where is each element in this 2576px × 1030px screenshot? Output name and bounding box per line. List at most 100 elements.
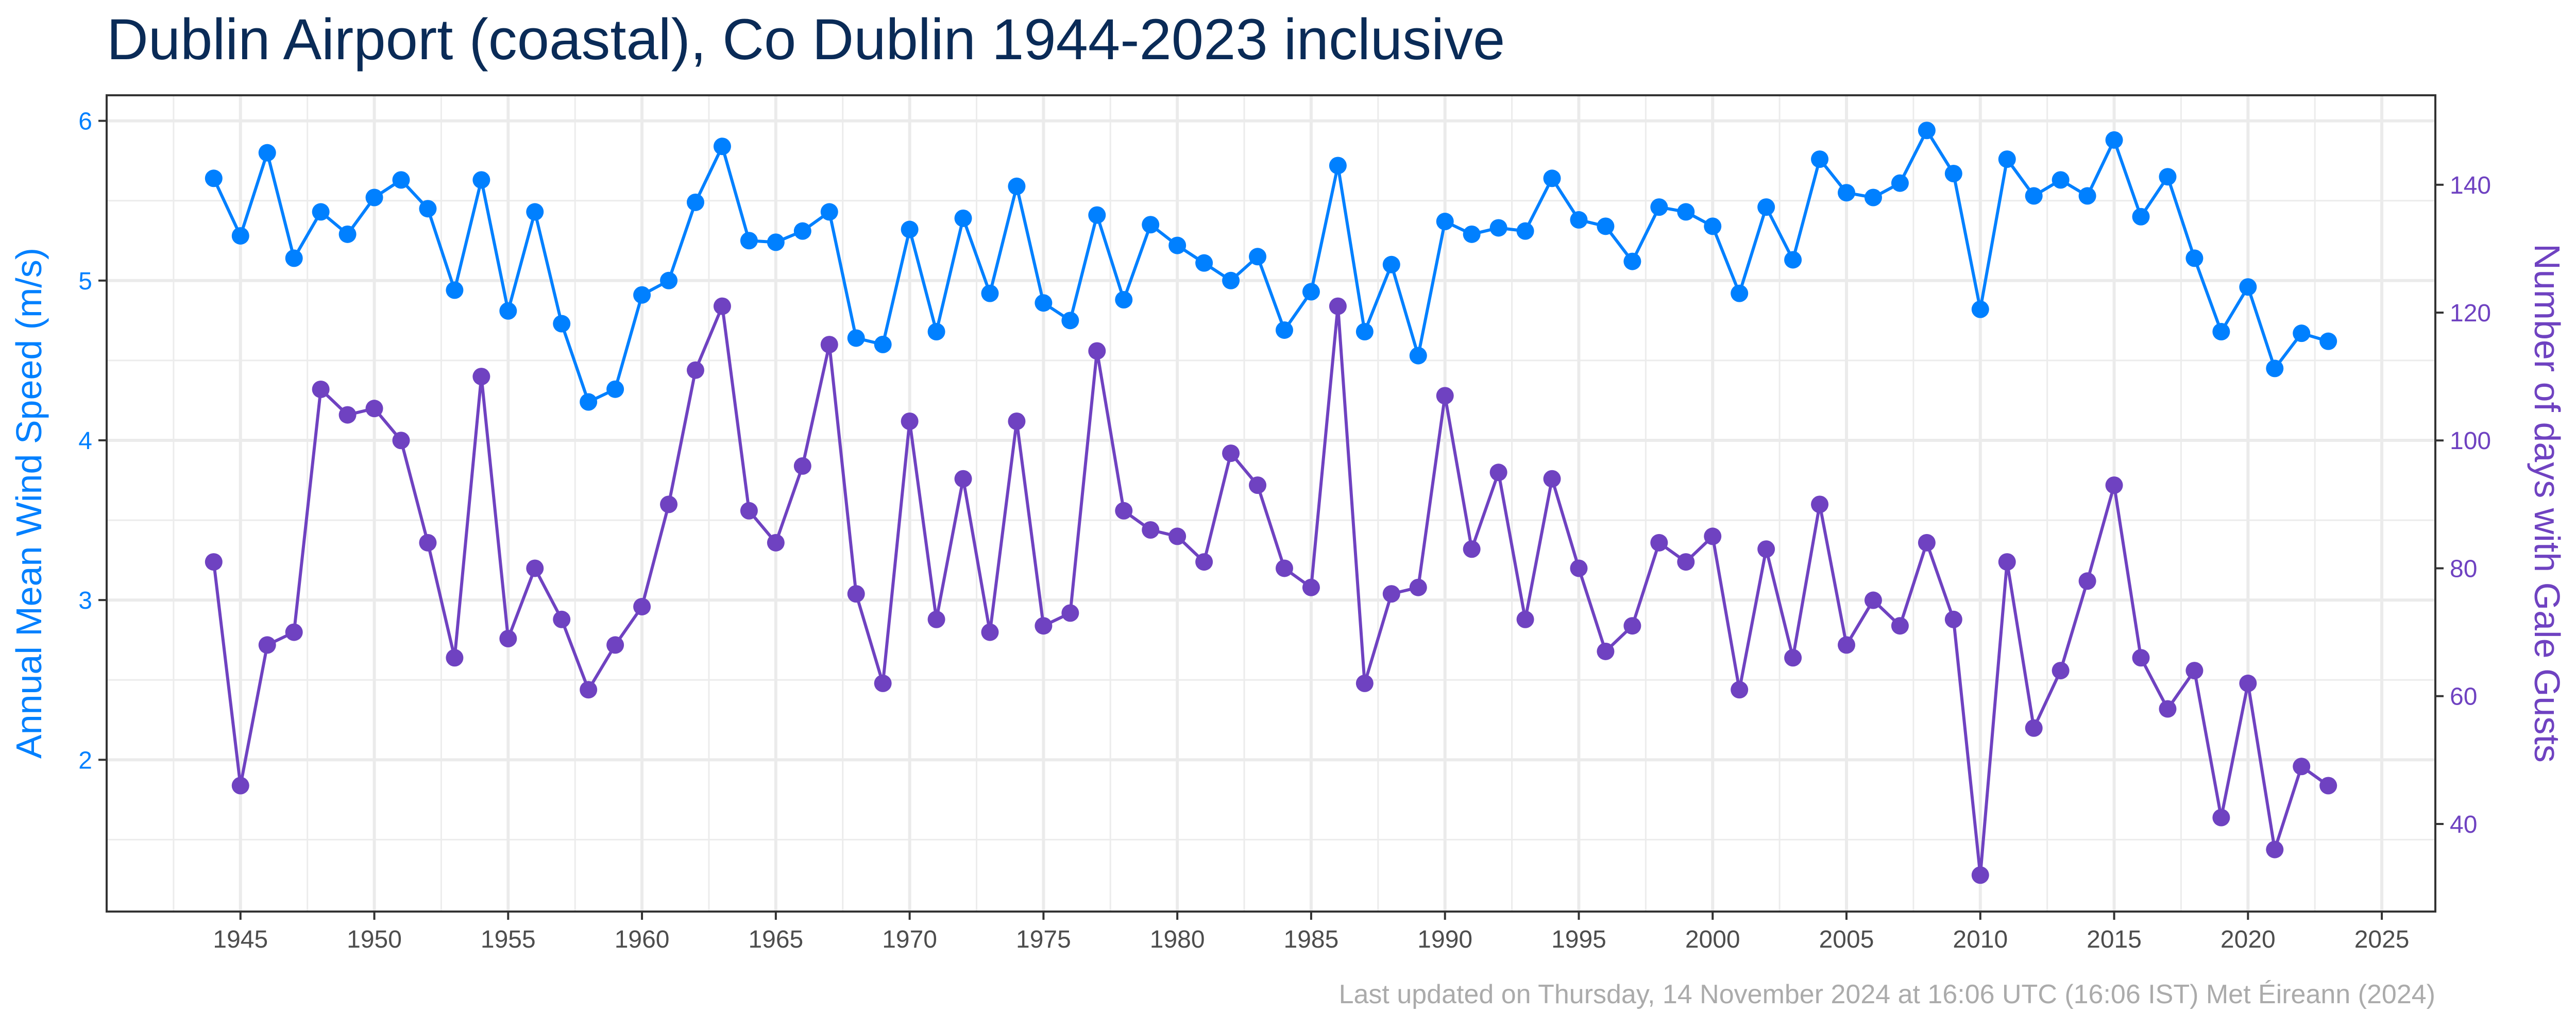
x-tick-label: 1960 (615, 926, 670, 953)
gale-days-point (1222, 444, 1240, 462)
gale-days-point (847, 585, 865, 603)
gale-days-point (285, 623, 303, 641)
gale-days-point (1463, 540, 1481, 558)
wind-speed-point (2266, 359, 2284, 377)
wind-speed-point (1355, 323, 1374, 341)
gale-days-point (2025, 719, 2043, 737)
gale-days-point (1516, 610, 1534, 628)
series-layer (205, 122, 2337, 884)
y-left-tick-label: 5 (78, 268, 92, 295)
gale-days-point (231, 777, 249, 795)
wind-speed-point (312, 203, 330, 221)
wind-speed-point (1275, 321, 1293, 339)
gale-days-point (793, 457, 811, 475)
gale-days-point (1329, 297, 1347, 315)
x-tick-label: 1965 (748, 926, 803, 953)
wind-speed-point (1677, 203, 1695, 221)
x-tick-label: 2025 (2354, 926, 2410, 953)
axes: 1945 1950 1955 1960 1965 1970 1975 1980 1985 1990… (78, 108, 2491, 953)
gale-days-point (526, 559, 544, 577)
wind-speed-point (1811, 150, 1829, 168)
wind-speed-point (472, 171, 490, 189)
gale-days-point (2052, 662, 2070, 680)
wind-speed-point (1731, 284, 1749, 302)
wind-speed-point (901, 220, 919, 238)
wind-speed-point (553, 315, 571, 333)
wind-speed-point (231, 227, 249, 245)
grid (107, 95, 2435, 912)
x-tick-label: 2000 (1685, 926, 1740, 953)
wind-speed-point (2052, 171, 2070, 189)
y-right-tick-label: 140 (2450, 172, 2491, 199)
x-tick-label: 2015 (2087, 926, 2142, 953)
gale-days-point (633, 597, 651, 615)
wind-speed-point (1329, 157, 1347, 175)
wind-speed-point (2159, 168, 2177, 186)
wind-speed-point (1489, 219, 1507, 237)
gale-days-point (874, 674, 892, 692)
gale-days-point (1249, 476, 1267, 494)
wind-speed-point (285, 249, 303, 267)
gale-days-point (1168, 527, 1187, 545)
footer-note: Last updated on Thursday, 14 November 20… (1339, 980, 2435, 1009)
gale-days-point (338, 406, 357, 424)
wind-speed-point (446, 281, 464, 299)
wind-speed-point (1061, 312, 1079, 330)
wind-speed-point (419, 200, 437, 218)
wind-speed-point (606, 380, 624, 398)
gale-days-point (1838, 636, 1856, 654)
gale-days-point (1677, 553, 1695, 571)
x-tick-label: 1955 (481, 926, 536, 953)
gale-days-point (901, 413, 919, 431)
gale-days-point (1731, 681, 1749, 699)
gale-days-point (2293, 758, 2311, 776)
wind-speed-point (2293, 324, 2311, 342)
gale-days-point (205, 553, 223, 571)
gale-days-point (686, 361, 704, 379)
gale-days-point (1409, 578, 1427, 596)
gale-days-point (1195, 553, 1213, 571)
wind-speed-point (1838, 184, 1856, 202)
wind-speed-point (2319, 332, 2337, 350)
gale-days-point (820, 336, 838, 354)
wind-speed-point (1195, 254, 1213, 272)
wind-speed-point (1142, 216, 1160, 234)
wind-speed-point (981, 284, 999, 302)
wind-speed-point (767, 233, 785, 251)
gale-days-point (1115, 502, 1133, 520)
y-right-tick-label: 60 (2450, 683, 2477, 711)
gale-days-point (660, 495, 678, 513)
wind-speed-point (1971, 300, 1989, 318)
wind-speed-point (1570, 211, 1588, 229)
gale-days-point (1891, 617, 1909, 635)
gale-days-point (954, 470, 972, 488)
wind-speed-point (1704, 217, 1722, 235)
gale-days-point (1382, 585, 1400, 603)
wind-speed-point (338, 225, 357, 243)
gale-days-point (2105, 476, 2123, 494)
wind-speed-point (1516, 222, 1534, 240)
x-tick-label: 1985 (1284, 926, 1339, 953)
y-right-tick-label: 80 (2450, 555, 2477, 582)
x-tick-label: 1950 (347, 926, 402, 953)
wind-speed-point (1864, 188, 1882, 207)
gale-days-point (472, 368, 490, 386)
x-tick-label: 2020 (2221, 926, 2276, 953)
gale-days-point (1035, 617, 1053, 635)
wind-speed-line (212, 129, 2329, 404)
x-tick-label: 2010 (1953, 926, 2008, 953)
wind-speed-point (1918, 122, 1936, 140)
x-tick-label: 1970 (882, 926, 937, 953)
gale-days-point (2319, 777, 2337, 795)
gale-days-point (2159, 700, 2177, 718)
wind-speed-point (820, 203, 838, 221)
gale-days-point (1704, 527, 1722, 545)
wind-speed-point (1998, 150, 2016, 168)
x-tick-label: 1975 (1016, 926, 1071, 953)
wind-speed-point (1757, 198, 1775, 216)
wind-speed-point (740, 232, 758, 250)
gale-days-point (713, 297, 731, 315)
gale-days-point (1489, 464, 1507, 482)
wind-speed-point (2025, 187, 2043, 205)
